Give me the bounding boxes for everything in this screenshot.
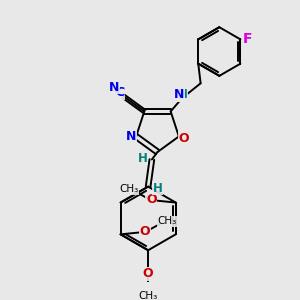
Text: H: H <box>178 88 188 101</box>
Text: N: N <box>126 130 136 143</box>
Text: H: H <box>152 182 162 194</box>
Text: O: O <box>178 132 189 145</box>
Text: O: O <box>140 225 150 238</box>
Text: C: C <box>116 86 124 99</box>
Text: CH₃: CH₃ <box>158 216 177 226</box>
Text: F: F <box>243 32 253 46</box>
Text: H: H <box>138 152 148 165</box>
Text: O: O <box>143 267 153 280</box>
Text: CH₃: CH₃ <box>139 291 158 300</box>
Text: N: N <box>109 81 119 94</box>
Text: N: N <box>174 88 184 101</box>
Text: CH₃: CH₃ <box>119 184 139 194</box>
Text: O: O <box>146 193 157 206</box>
